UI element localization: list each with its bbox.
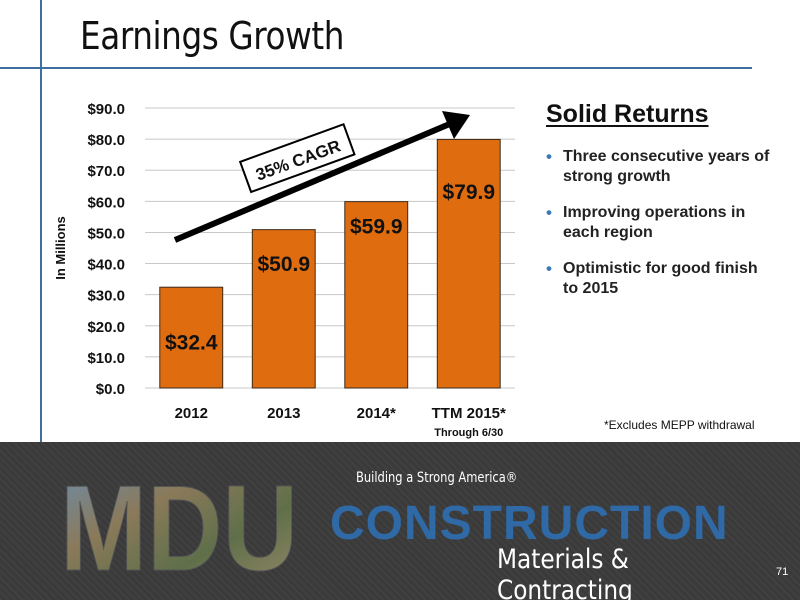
y-axis-label: In Millions (53, 216, 68, 280)
page-number: 71 (776, 566, 789, 578)
bar (436, 138, 501, 389)
brand-construction: CONSTRUCTION (330, 497, 729, 550)
cagr-annotation: 35% CAGR (238, 122, 356, 194)
brand-materials-contracting: Materials & Contracting (497, 544, 633, 606)
bar-data-label: $50.9 (257, 253, 310, 276)
y-tick-label: $90.0 (87, 101, 125, 118)
bar-data-label: $32.4 (165, 332, 218, 355)
y-tick-label: $70.0 (87, 163, 125, 180)
y-tick-label: $0.0 (96, 381, 125, 398)
cagr-annotation-box (238, 122, 356, 194)
x-tick-label: 2012 (175, 405, 208, 422)
x-tick-label: TTM 2015* (432, 405, 506, 422)
y-tick-label: $20.0 (87, 319, 125, 336)
y-tick-label: $80.0 (87, 132, 125, 149)
y-tick-label: $40.0 (87, 257, 125, 274)
title-underline (0, 67, 752, 69)
bar-data-label: $79.9 (442, 181, 495, 204)
page-title: Earnings Growth (80, 14, 345, 58)
tagline: Building a Strong America® (356, 470, 518, 486)
bullet-item: Optimistic for good finish to 2015 (546, 259, 776, 299)
mdu-logo: MDU (60, 468, 299, 578)
x-tick-sublabel: Through 6/30 (434, 427, 503, 439)
vertical-accent-line (40, 0, 42, 442)
x-tick-label: 2014* (357, 405, 396, 422)
bar-data-label: $59.9 (350, 215, 403, 238)
earnings-bar-chart: $0.0 $10.0 $20.0 $30.0 $40.0 $50.0 $60.0 $70.0 $… (53, 101, 515, 439)
mdu-logo-text: MDU (60, 468, 298, 578)
y-tick-label: $50.0 (87, 225, 125, 242)
bullet-item: Improving operations in each region (546, 203, 776, 243)
bar (344, 201, 409, 389)
solid-returns-heading: Solid Returns (546, 100, 709, 128)
bar (251, 229, 316, 389)
footnote: *Excludes MEPP withdrawal (604, 418, 755, 432)
bar (159, 286, 224, 389)
footer-banner (0, 442, 800, 600)
bullet-list: Three consecutive years of strong growth… (546, 147, 776, 315)
y-tick-label: $60.0 (87, 194, 125, 211)
bullet-item: Three consecutive years of strong growth (546, 147, 776, 187)
y-tick-label: $10.0 (87, 350, 125, 367)
y-tick-label: $30.0 (87, 288, 125, 305)
x-tick-label: 2013 (267, 405, 300, 422)
cagr-arrow-shaft (173, 120, 454, 243)
cagr-arrowhead (442, 111, 470, 139)
